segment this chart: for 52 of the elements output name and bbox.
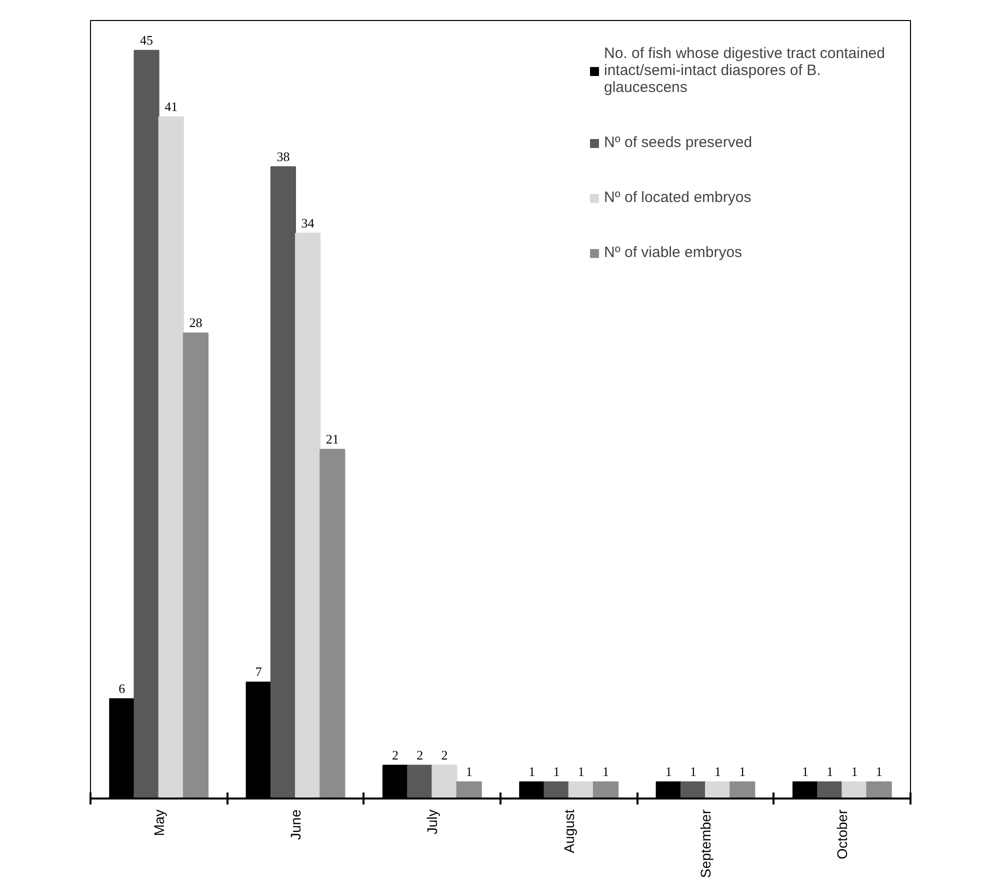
bar (568, 781, 594, 798)
data-label: 34 (301, 215, 315, 230)
data-label: 2 (441, 747, 448, 762)
bar (592, 781, 619, 798)
bar (456, 781, 482, 798)
data-label: 1 (714, 764, 722, 779)
data-label: 1 (876, 764, 882, 779)
data-label: 2 (392, 747, 399, 762)
bar (544, 781, 570, 798)
legend-label: Nº of viable embryos (604, 244, 742, 261)
bar (134, 50, 160, 798)
data-label: 7 (255, 664, 262, 680)
data-label: 1 (802, 764, 809, 779)
data-label: 41 (164, 98, 178, 114)
data-label: 1 (578, 764, 584, 779)
x-tick-label: October (834, 809, 850, 860)
bar (407, 764, 433, 798)
bar (182, 332, 209, 798)
data-label: 1 (739, 764, 746, 779)
x-tick-label: September (698, 809, 714, 878)
data-label: 1 (851, 764, 858, 779)
x-tick-label: July (424, 809, 440, 834)
x-tick-label: August (560, 809, 577, 854)
legend-label: Nº of seeds preserved (604, 134, 752, 151)
bar (705, 781, 731, 798)
data-label: 6 (118, 680, 126, 696)
bar (158, 116, 184, 798)
data-label: 1 (553, 764, 560, 779)
bar (432, 764, 458, 798)
bar (320, 448, 346, 798)
bar (270, 166, 296, 798)
data-label: 1 (528, 764, 536, 779)
data-label: 1 (466, 764, 472, 779)
bar (730, 781, 756, 798)
legend-label: Nº of located embryos (604, 189, 752, 206)
x-tick-label: June (288, 809, 304, 840)
data-label: 28 (189, 315, 202, 330)
bar (817, 781, 843, 798)
x-tick-label: May (150, 809, 167, 836)
data-label: 1 (665, 764, 672, 779)
bar (680, 781, 706, 798)
data-label: 1 (826, 764, 834, 779)
data-label: 45 (140, 32, 154, 48)
bar (295, 232, 321, 798)
data-label: 2 (416, 747, 424, 762)
data-label: 1 (690, 764, 696, 779)
data-label: 1 (602, 764, 609, 779)
legend-label: No. of fish whose digestive tract contained intact/semi-intact diaspores of B. glaucescens (604, 45, 885, 96)
data-label: 21 (326, 431, 339, 446)
bar (842, 781, 868, 798)
data-label: 38 (276, 148, 290, 164)
bar (866, 781, 892, 798)
